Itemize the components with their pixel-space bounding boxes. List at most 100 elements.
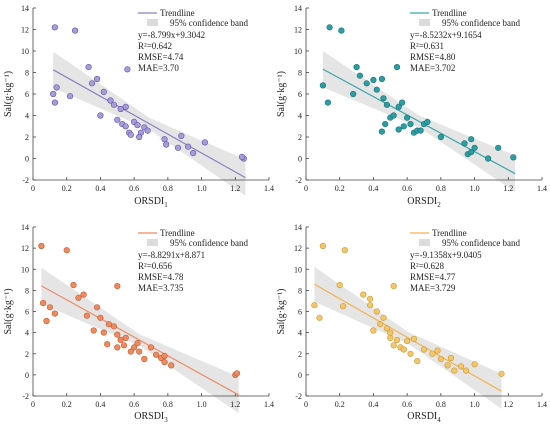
y-tick-label: 14 <box>21 223 29 232</box>
y-tick-label: 12 <box>294 244 302 253</box>
x-tick-label: 1.4 <box>264 184 274 193</box>
y-tick-label: 8 <box>298 286 302 295</box>
data-point <box>100 88 107 95</box>
x-tick-label: 1.2 <box>503 400 513 409</box>
data-point <box>463 367 470 374</box>
stat-line: R²=0.628 <box>410 261 445 271</box>
y-tick-label: 6 <box>298 308 302 317</box>
y-tick-label: 14 <box>21 4 29 13</box>
data-point <box>97 314 104 321</box>
x-tick-label: 0.2 <box>335 184 345 193</box>
y-tick-label: 2 <box>25 350 29 359</box>
y-tick-label: 10 <box>294 265 302 274</box>
y-tick-label: 0 <box>25 371 29 380</box>
y-axis-title: Sal(g·kg⁻¹) <box>276 71 287 117</box>
x-axis-title: ORSDI2 <box>407 196 441 209</box>
data-point <box>93 75 101 83</box>
x-tick-label: 0 <box>31 184 35 193</box>
x-tick-label: 0.6 <box>129 400 139 409</box>
data-point <box>127 131 134 138</box>
data-point <box>390 342 397 349</box>
data-point <box>424 118 431 125</box>
stat-line: MAE=3.702 <box>410 63 455 73</box>
data-point <box>437 133 445 141</box>
stat-line: y=-8.8291x+8.871 <box>138 250 205 260</box>
x-tick-label: 0.6 <box>402 184 412 193</box>
data-point <box>498 370 505 377</box>
x-tick-label: 1.2 <box>230 400 240 409</box>
y-tick-label: 12 <box>294 26 302 35</box>
x-tick-label: 1.2 <box>230 184 240 193</box>
x-tick-label: 1.0 <box>470 184 480 193</box>
data-point <box>316 314 323 321</box>
data-point <box>100 329 107 336</box>
data-point <box>147 344 155 351</box>
data-point <box>429 350 436 357</box>
data-point <box>387 329 394 336</box>
data-point <box>174 144 182 151</box>
data-point <box>70 282 77 289</box>
y-tick-label: 2 <box>298 133 302 142</box>
data-point <box>88 80 96 87</box>
x-tick-label: 1.4 <box>264 400 274 409</box>
data-point <box>377 321 384 328</box>
stat-line: MAE=3.70 <box>138 63 179 73</box>
x-axis-title: ORSDI1 <box>134 196 168 209</box>
data-point <box>437 355 445 363</box>
stat-line: RMSE=4.78 <box>138 272 184 282</box>
x-tick-label: 0 <box>304 400 308 409</box>
data-point <box>107 97 114 104</box>
data-point <box>122 123 129 130</box>
x-tick-label: 1.0 <box>470 400 480 409</box>
data-point <box>404 338 411 345</box>
legend-band-label: 95% confidence band <box>442 18 520 28</box>
data-point <box>407 120 414 128</box>
data-point <box>43 317 50 325</box>
data-point <box>485 155 492 162</box>
trendline <box>314 283 502 392</box>
data-point <box>495 144 502 151</box>
legend-band-swatch <box>147 239 158 246</box>
y-tick-label: 10 <box>294 47 302 56</box>
data-point <box>461 140 468 147</box>
data-point <box>136 133 143 141</box>
data-point <box>510 154 517 161</box>
data-point <box>51 24 59 31</box>
x-tick-label: 1.4 <box>537 184 547 193</box>
data-point <box>161 136 168 143</box>
x-tick-label: 1.4 <box>537 400 547 409</box>
data-point <box>471 144 478 151</box>
data-point <box>71 27 79 34</box>
x-tick-label: 0.4 <box>95 400 105 409</box>
data-point <box>83 312 90 319</box>
y-tick-label: 0 <box>25 155 29 164</box>
data-point <box>134 122 141 129</box>
data-point <box>104 341 111 348</box>
data-point <box>114 344 121 351</box>
x-tick-label: 0.4 <box>368 400 378 409</box>
data-point <box>468 149 475 156</box>
data-point <box>201 139 208 146</box>
data-point <box>395 103 402 110</box>
data-point <box>63 247 70 254</box>
data-point <box>382 120 389 128</box>
x-tick-label: 0.2 <box>62 400 72 409</box>
data-point <box>399 99 406 106</box>
legend-trendline-label: Trendline <box>160 8 195 18</box>
y-tick-label: 8 <box>298 69 302 78</box>
y-tick-label: -2 <box>295 392 302 401</box>
x-tick-label: 0 <box>31 400 35 409</box>
y-axis-title: Sal(g·kg⁻¹) <box>3 71 14 117</box>
x-tick-label: 0.4 <box>95 184 105 193</box>
data-point <box>144 127 151 134</box>
data-point <box>120 342 128 349</box>
y-tick-label: -2 <box>22 176 29 185</box>
x-tick-label: 0 <box>304 184 308 193</box>
data-point <box>367 302 374 309</box>
legend-band-label: 95% confidence band <box>170 18 248 28</box>
y-tick-label: 0 <box>298 155 302 164</box>
y-tick-label: -2 <box>295 176 302 185</box>
data-point <box>387 334 394 342</box>
